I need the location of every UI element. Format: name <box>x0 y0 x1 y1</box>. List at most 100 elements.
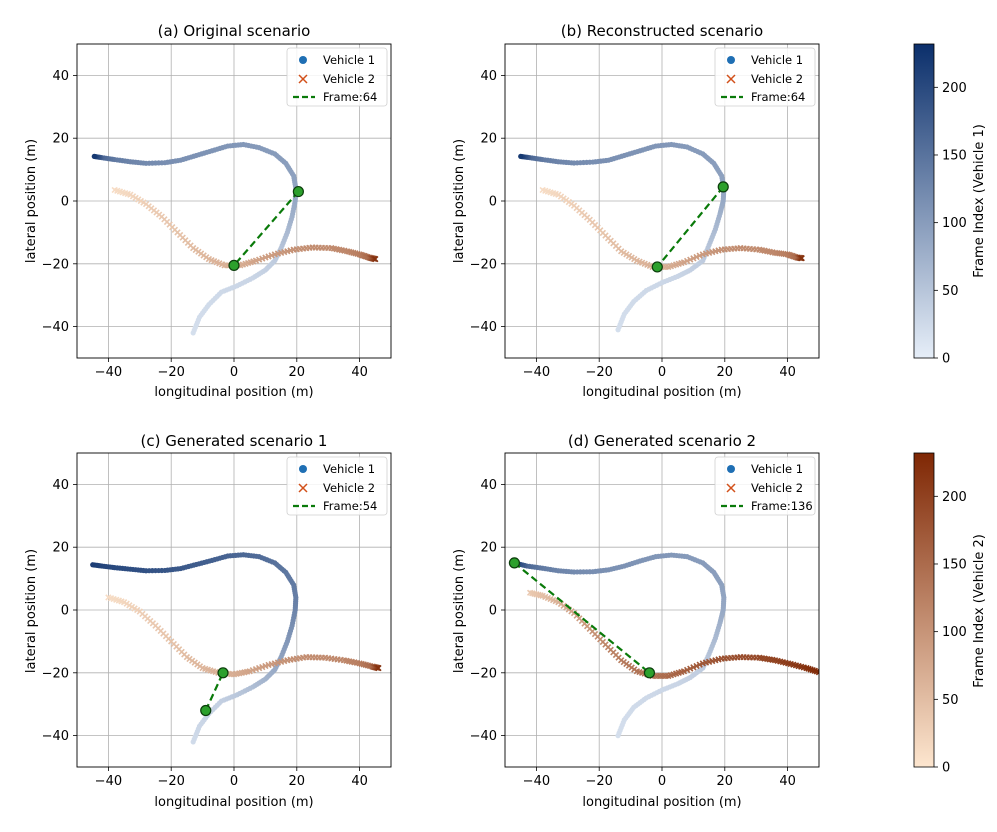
vehicle1-point <box>91 153 97 160</box>
x-tick-label: −40 <box>95 774 122 789</box>
x-tick-label: 20 <box>717 365 734 380</box>
legend-frame-label: Frame:64 <box>323 90 377 104</box>
plot-area: −40 −20 0 20 40 −40 −20 0 20 40 Vehicle 1 Vehicle 2… <box>42 43 392 380</box>
y-axis-label: lateral position (m) <box>24 139 39 263</box>
colorbar-tick-label: 150 <box>942 557 967 572</box>
legend-box <box>714 456 816 516</box>
legend-frame-label: Frame:54 <box>323 499 377 513</box>
x-tick-label: 20 <box>717 774 734 789</box>
y-tick-label: −40 <box>470 729 497 744</box>
x-tick-label: −20 <box>157 774 184 789</box>
x-tick-label: 20 <box>289 774 306 789</box>
vehicle2-series <box>539 186 805 271</box>
colorbar-tick-label: 100 <box>942 216 967 231</box>
colorbar-gradient <box>913 43 935 359</box>
vehicle1-frame-marker <box>717 181 729 193</box>
colorbar-tick-label: 0 <box>942 761 950 776</box>
legend-vehicle2-label: Vehicle 2 <box>323 481 375 495</box>
legend-box <box>286 456 388 516</box>
legend: Vehicle 1 Vehicle 2 Frame:64 <box>286 47 388 107</box>
legend: Vehicle 1 Vehicle 2 Frame:136 <box>714 456 816 516</box>
legend-vehicle2-marker <box>298 483 308 493</box>
vehicle1-point <box>518 153 524 160</box>
y-axis-label: lateral position (m) <box>452 139 467 263</box>
frame-line <box>513 562 651 674</box>
vehicle2-series <box>111 186 379 269</box>
x-axis-label: longitudinal position (m) <box>154 795 313 810</box>
x-tick-label: 0 <box>658 774 666 789</box>
vehicle1-frame-marker <box>292 185 304 198</box>
y-tick-label: 0 <box>489 604 497 619</box>
vehicle1-frame-marker <box>200 704 212 717</box>
legend-vehicle1-marker <box>299 465 307 473</box>
legend-vehicle1-label: Vehicle 1 <box>751 53 803 67</box>
legend-vehicle1-label: Vehicle 1 <box>323 53 375 67</box>
x-axis-label: longitudinal position (m) <box>582 385 741 400</box>
colorbar-tick-label: 200 <box>942 81 967 96</box>
series-layer <box>511 552 819 739</box>
y-tick-label: 20 <box>52 541 69 556</box>
legend-vehicle1-marker <box>727 56 735 64</box>
legend-box <box>714 47 816 107</box>
x-tick-label: 0 <box>658 365 666 380</box>
colorbar-vehicle1: 0 50 100 150 200 Frame Index (Vehicle 1) <box>913 43 987 367</box>
y-tick-label: −40 <box>470 320 497 335</box>
y-tick-label: 40 <box>52 478 69 493</box>
panel-b: (b) Reconstructed scenario −40 −20 0 20 40−4… <box>452 22 820 400</box>
legend-vehicle2-label: Vehicle 2 <box>751 72 803 86</box>
y-tick-label: 0 <box>489 195 497 210</box>
legend-box <box>286 47 388 107</box>
vehicle2-frame-marker <box>643 667 656 679</box>
colorbar-gradient <box>913 452 935 768</box>
legend-vehicle1-label: Vehicle 1 <box>751 462 803 476</box>
vehicle1-series <box>91 141 299 336</box>
colorbar-ticks: 0 50 100 150 200 <box>934 81 967 367</box>
y-tick-label: 20 <box>480 132 497 147</box>
y-tick-label: 40 <box>480 69 497 84</box>
legend-vehicle2-marker <box>726 483 736 493</box>
legend-frame-label: Frame:136 <box>751 499 813 513</box>
vehicle1-series <box>511 552 727 739</box>
vehicle2-point <box>375 664 382 672</box>
frame-line <box>233 190 300 267</box>
x-axis-label: longitudinal position (m) <box>154 385 313 400</box>
frame-line <box>656 186 725 268</box>
y-tick-label: −20 <box>42 257 69 272</box>
colorbar-tick-label: 50 <box>942 284 959 299</box>
x-tick-label: −40 <box>95 365 122 380</box>
x-tick-label: 40 <box>779 365 796 380</box>
plot-area: −40 −20 0 20 40 −40 −20 0 20 40 Vehicle 1 Vehicle 2… <box>470 43 820 380</box>
legend: Vehicle 1 Vehicle 2 Frame:64 <box>714 47 816 107</box>
panel-title: (c) Generated scenario 1 <box>141 432 328 450</box>
panel-title: (b) Reconstructed scenario <box>561 22 763 40</box>
vehicle1-series <box>90 552 299 745</box>
vehicle2-point <box>798 254 805 262</box>
legend-vehicle2-marker <box>298 74 308 84</box>
x-axis-label: longitudinal position (m) <box>582 795 741 810</box>
y-tick-label: −20 <box>470 257 497 272</box>
legend-vehicle2-label: Vehicle 2 <box>751 481 803 495</box>
colorbar-vehicle2: 0 50 100 150 200 Frame Index (Vehicle 2) <box>913 452 987 776</box>
vehicle2-frame-marker <box>228 259 240 271</box>
y-tick-label: 0 <box>61 604 69 619</box>
legend-frame-label: Frame:64 <box>751 90 805 104</box>
x-tick-label: −20 <box>585 365 612 380</box>
panel-c: (c) Generated scenario 1 −40 −20 0 20 40−40−… <box>24 432 392 810</box>
y-tick-label: −20 <box>470 666 497 681</box>
vehicle1-series <box>518 141 727 333</box>
colorbar-tick-label: 100 <box>942 625 967 640</box>
vehicle2-frame-marker <box>651 261 663 273</box>
plot-area: −40 −20 0 20 40 −40 −20 0 20 40 Vehicle 1 Vehicle 2… <box>42 452 392 789</box>
x-tick-label: −40 <box>523 365 550 380</box>
y-tick-label: −20 <box>42 666 69 681</box>
x-tick-label: −20 <box>585 774 612 789</box>
grid <box>505 453 819 767</box>
legend-vehicle1-marker <box>299 56 307 64</box>
legend-vehicle2-marker <box>726 74 736 84</box>
colorbar-tick-label: 50 <box>942 693 959 708</box>
vehicle1-frame-marker <box>508 557 521 569</box>
vehicle2-point <box>815 669 819 676</box>
legend-vehicle1-marker <box>727 465 735 473</box>
vehicle2-point <box>372 255 379 263</box>
